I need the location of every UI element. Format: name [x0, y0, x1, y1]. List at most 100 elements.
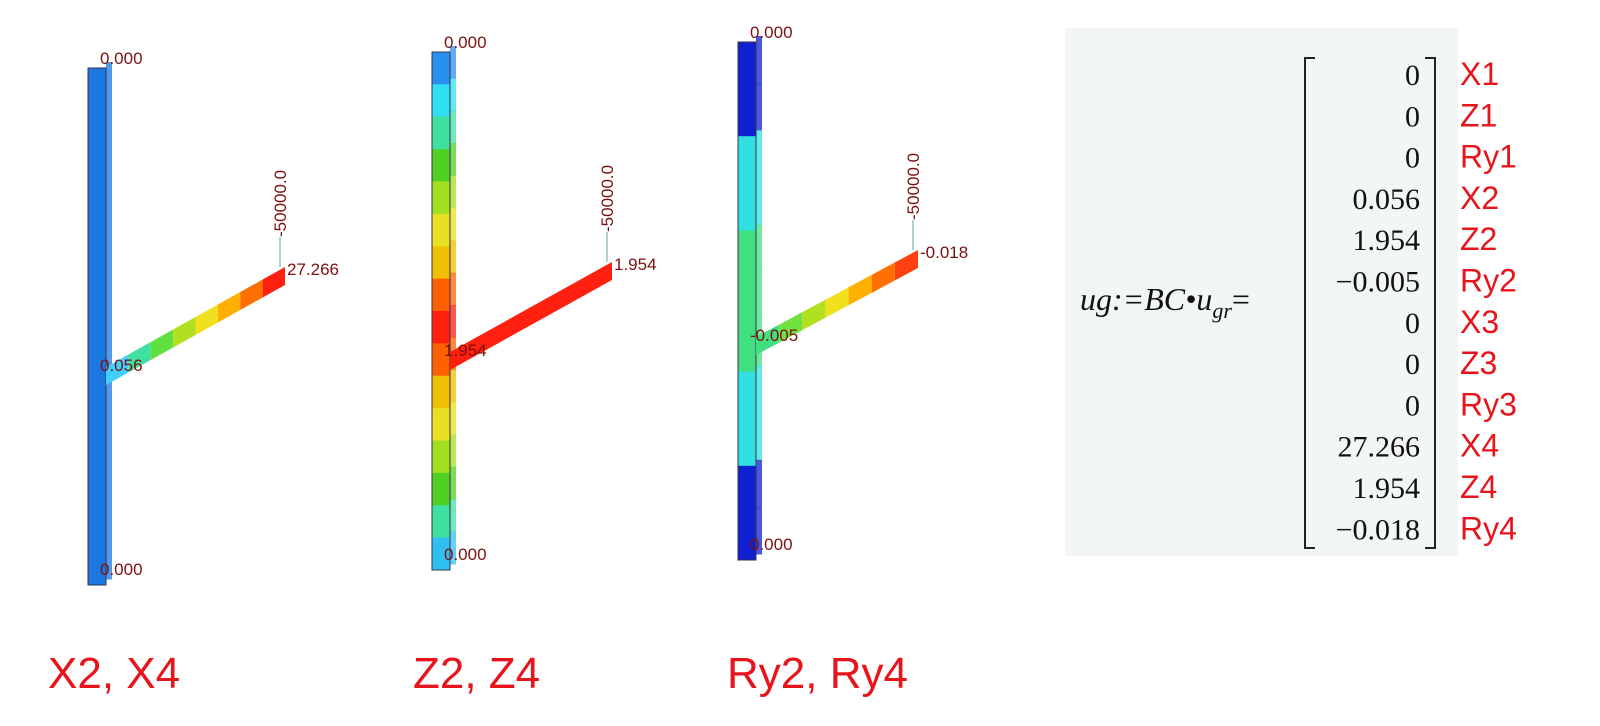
top-label: 0.000 — [100, 49, 143, 68]
bottom-label: 0.000 — [100, 560, 143, 579]
column-outline — [87, 67, 107, 586]
beam-segment — [756, 324, 780, 355]
row-label: Z4 — [1460, 469, 1497, 505]
row-label: Ry1 — [1460, 139, 1517, 175]
column-flange — [450, 272, 456, 306]
column-segment — [432, 343, 450, 377]
column-flange — [450, 466, 456, 500]
tip-label: 27.266 — [287, 260, 339, 279]
column-outline — [737, 41, 757, 561]
top-label: 0.000 — [750, 23, 793, 42]
column-flange — [450, 46, 456, 79]
joint-label: 0.056 — [100, 356, 143, 375]
matrix-entry: 0 — [1405, 100, 1420, 133]
column-flange — [450, 143, 456, 176]
column-segment — [432, 246, 450, 280]
tip-label: 1.954 — [614, 255, 657, 274]
column-segment — [738, 371, 756, 420]
beam-segment — [195, 304, 218, 335]
column-flange — [450, 175, 456, 209]
column-flange — [450, 499, 456, 533]
column-flange — [450, 207, 456, 241]
column-flange — [450, 305, 456, 338]
beam-segment — [825, 287, 849, 318]
column-flange — [450, 110, 456, 144]
column-flange — [756, 224, 762, 272]
row-label: Ry2 — [1460, 263, 1517, 299]
column-segment — [432, 375, 450, 409]
column-flange — [450, 240, 456, 274]
column-flange — [756, 506, 762, 555]
matrix-entry: −0.018 — [1336, 513, 1420, 546]
row-label: X1 — [1460, 56, 1499, 92]
column-flange — [450, 402, 456, 435]
column-segment — [432, 213, 450, 247]
column-segment — [432, 505, 450, 539]
matrix-entry: 0 — [1405, 59, 1420, 92]
column-segment — [432, 278, 450, 312]
matrix-background — [1065, 28, 1458, 556]
column-segment — [432, 52, 450, 85]
load-label: -50000.0 — [271, 170, 290, 237]
column-segment — [738, 230, 756, 278]
column-flange — [450, 369, 456, 403]
beam-segment — [217, 292, 241, 323]
matrix-entry: 0.056 — [1353, 183, 1421, 216]
equation-lhs: ug:=BC•ugr= — [1080, 281, 1250, 323]
column-segment — [738, 512, 756, 561]
load-label: -50000.0 — [904, 153, 923, 220]
column-flange — [106, 62, 112, 580]
column-segment — [432, 116, 450, 150]
column-segment — [432, 311, 450, 344]
matrix-entry: 0 — [1405, 348, 1420, 381]
column-segment — [738, 277, 756, 326]
column-segment — [432, 408, 450, 441]
column-segment — [432, 472, 450, 506]
caption: Ry2, Ry4 — [727, 649, 908, 698]
row-label: Ry4 — [1460, 510, 1517, 546]
top-label: 0.000 — [444, 33, 487, 52]
beam-segment — [779, 312, 803, 343]
matrix-brackets — [1304, 57, 1436, 549]
column-flange — [756, 36, 762, 84]
matrix-entry: 0 — [1405, 307, 1420, 340]
bottom-label: 0.000 — [444, 545, 487, 564]
matrix-entry: 0 — [1405, 142, 1420, 175]
tip-label: -0.018 — [920, 243, 968, 262]
column-segment — [738, 465, 756, 514]
matrix-entry: 0 — [1405, 389, 1420, 422]
matrix-entry: 1.954 — [1353, 472, 1421, 505]
beam-segment — [848, 274, 872, 306]
column-flange — [756, 83, 762, 131]
column-segment — [738, 136, 756, 184]
column-flange — [756, 271, 762, 320]
row-label: Z2 — [1460, 221, 1497, 257]
column-segment — [88, 68, 106, 586]
column-segment — [432, 440, 450, 474]
row-label: X4 — [1460, 428, 1499, 464]
beam-segment — [871, 262, 895, 293]
equation-text: ug:=BC•u — [1080, 281, 1212, 317]
row-label: X2 — [1460, 180, 1499, 216]
equation-subscript: gr — [1212, 298, 1232, 323]
beam-segment — [150, 329, 174, 360]
matrix-entry: 1.954 — [1353, 224, 1421, 257]
matrix-entry: 27.266 — [1338, 431, 1421, 464]
caption: X2, X4 — [48, 649, 180, 698]
column-flange — [450, 434, 456, 468]
equation-equals: = — [1232, 281, 1250, 317]
column-segment — [432, 149, 450, 182]
column-segment — [738, 42, 756, 90]
beam-segment — [173, 317, 196, 348]
column-segment — [738, 324, 756, 373]
beam-segment — [128, 342, 151, 373]
beam-segment — [262, 267, 285, 298]
beam-segment — [894, 250, 918, 281]
beam-segment — [240, 279, 263, 310]
joint-label: -0.005 — [750, 326, 798, 345]
column-outline — [431, 51, 451, 571]
beam-segment — [450, 262, 612, 370]
joint-label: 1.954 — [444, 341, 487, 360]
row-label: Ry3 — [1460, 386, 1517, 422]
